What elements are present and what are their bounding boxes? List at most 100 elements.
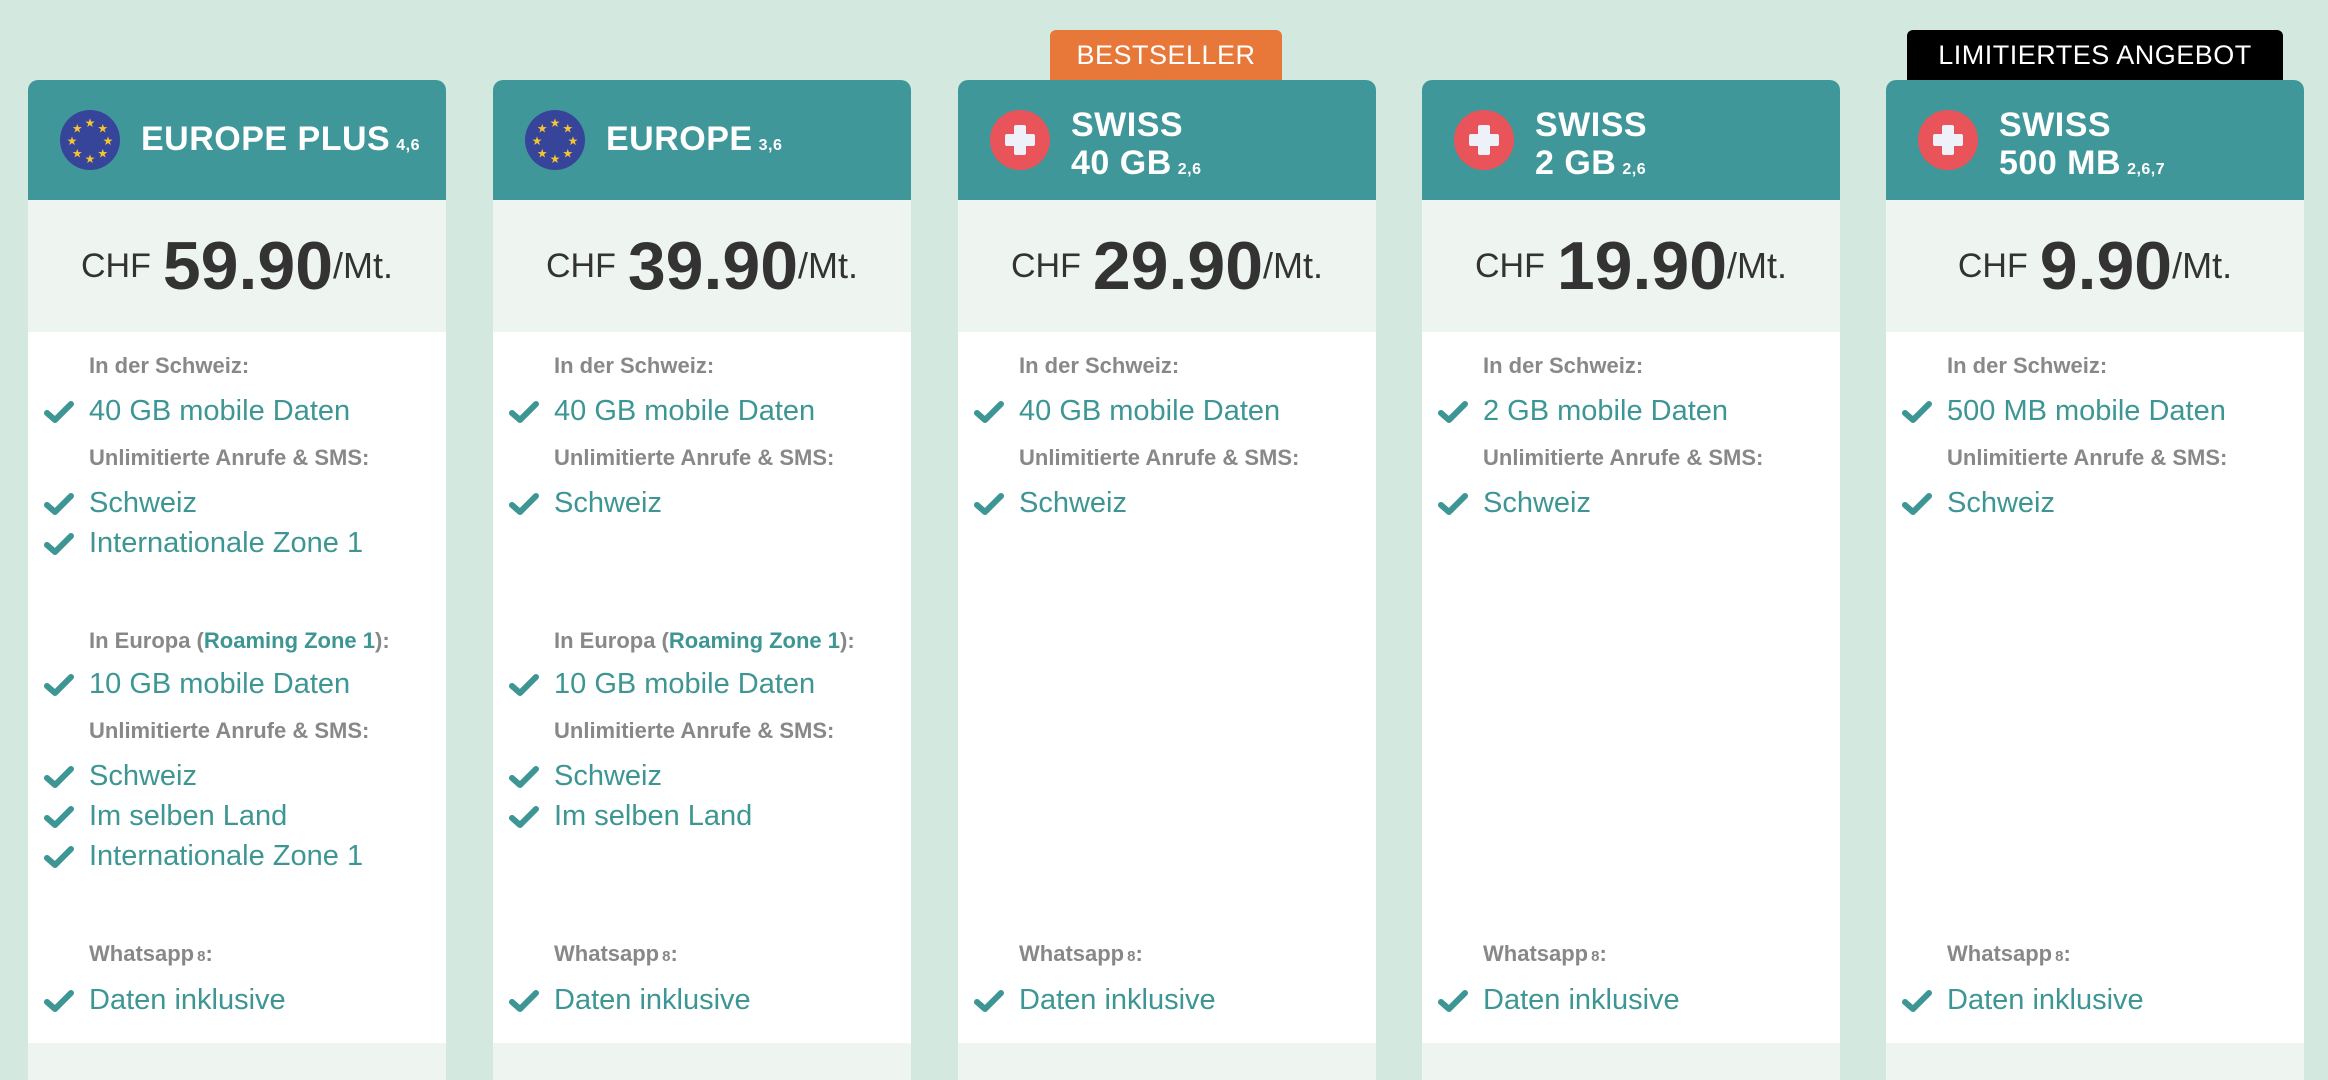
currency: CHF (1010, 246, 1081, 285)
check-icon (1902, 492, 1947, 516)
feature-item: 40 GB mobile Daten (509, 395, 815, 428)
check-icon (509, 765, 554, 789)
plan-title: SWISS 40 GB 2,6 (1071, 106, 1202, 189)
feature-text: 40 GB mobile Daten (89, 395, 351, 427)
whatsapp-colon: : (1599, 941, 1607, 966)
plan-card[interactable]: SWISS 500 MB 2,6,7 CHF 9.90/Mt. In der Schwei… (1886, 80, 2304, 1080)
swiss-flag-icon (990, 110, 1050, 170)
swiss-label: In der Schweiz: (1947, 353, 2108, 378)
calls-label: Unlimitierte Anrufe & SMS: (89, 445, 370, 470)
feature-text: Daten inklusive (1947, 984, 2144, 1016)
feature-item: Internationale Zone 1 (44, 840, 363, 873)
calls-label: Unlimitierte Anrufe & SMS: (554, 718, 835, 743)
plan-name: SWISS (1071, 106, 1184, 144)
currency: CHF (545, 246, 616, 285)
price-band: CHF 39.90/Mt. (493, 200, 911, 332)
currency: CHF (1474, 246, 1545, 285)
whatsapp-label: Whatsapp 8: (1019, 941, 1143, 967)
whatsapp-label: Whatsapp 8: (554, 941, 678, 967)
feature-item: Daten inklusive (974, 984, 1216, 1017)
feature-text: Schweiz (89, 760, 197, 792)
svg-text:★: ★ (97, 147, 108, 161)
feature-item: Schweiz (509, 487, 662, 520)
feature-item: 40 GB mobile Daten (44, 395, 350, 428)
whatsapp-text: Whatsapp (1483, 941, 1589, 966)
feature-item: Schweiz (44, 487, 197, 520)
feature-text: Daten inklusive (1019, 984, 1216, 1016)
plan-card[interactable]: ★ ★ ★ ★ ★ ★ ★ ★ EUROPE 3,6 CHF 39.90/Mt. In der Schw… (493, 80, 911, 1080)
check-icon (44, 492, 89, 516)
svg-text:★: ★ (568, 134, 579, 148)
feature-item: Daten inklusive (44, 984, 286, 1017)
feature-item: Daten inklusive (1902, 984, 2144, 1017)
price-amount: 59.90 (162, 228, 334, 304)
feature-text: Schweiz (1483, 487, 1591, 519)
feature-text: Schweiz (1947, 487, 2055, 519)
whatsapp-label: Whatsapp 8: (1947, 941, 2071, 967)
feature-item: Daten inklusive (509, 984, 751, 1017)
plan-title: EUROPE 3,6 (606, 120, 782, 165)
europe-label: In Europa (Roaming Zone 1): (554, 628, 855, 654)
roaming-zone-link[interactable]: Roaming Zone 1 (203, 628, 376, 653)
badge-bestseller: BESTSELLER (1050, 30, 1282, 80)
check-icon (509, 989, 554, 1013)
europe-label: In Europa (Roaming Zone 1): (89, 628, 390, 654)
badge-limited-offer: LIMITIERTES ANGEBOT (1907, 30, 2283, 80)
feature-item: Im selben Land (44, 800, 287, 833)
check-icon (44, 845, 89, 869)
check-icon (44, 673, 89, 697)
whatsapp-colon: : (205, 941, 213, 966)
plan-card[interactable]: SWISS 2 GB 2,6 CHF 19.90/Mt. In der Schweiz: 2… (1422, 80, 1840, 1080)
feature-item: Schweiz (1902, 487, 2055, 520)
check-icon (509, 673, 554, 697)
plan-header: SWISS 40 GB 2,6 (958, 80, 1376, 200)
check-icon (509, 805, 554, 829)
swiss-label: In der Schweiz: (1019, 353, 1180, 378)
svg-text:★: ★ (97, 121, 108, 135)
footnote-refs: 2,6 (1177, 161, 1202, 178)
price-band: CHF 19.90/Mt. (1422, 200, 1840, 332)
price-amount: 9.90 (2039, 228, 2173, 304)
feature-text: 10 GB mobile Daten (554, 668, 816, 700)
svg-text:★: ★ (72, 147, 83, 161)
feature-text: 2 GB mobile Daten (1483, 395, 1729, 427)
calls-label: Unlimitierte Anrufe & SMS: (1947, 445, 2228, 470)
svg-text:★: ★ (532, 134, 543, 148)
plan-card[interactable]: ★ ★ ★ ★ ★ ★ ★ ★ EUROPE PLUS 4,6 CHF 59.90/Mt. In der… (28, 80, 446, 1080)
check-icon (1438, 989, 1483, 1013)
footnote-refs: 3,6 (758, 137, 783, 154)
currency: CHF (1957, 246, 2028, 285)
roaming-zone-link[interactable]: Roaming Zone 1 (668, 628, 841, 653)
card-footer (1886, 1043, 2304, 1080)
europe-suffix: ): (375, 628, 390, 653)
svg-text:★: ★ (562, 147, 573, 161)
svg-text:★: ★ (537, 121, 548, 135)
plan-size: 2 GB (1535, 144, 1617, 182)
feature-text: Schweiz (554, 760, 662, 792)
whatsapp-footnote: 8 (2055, 948, 2064, 965)
feature-item: Internationale Zone 1 (44, 527, 363, 560)
plan-title: EUROPE PLUS 4,6 (141, 120, 420, 165)
price-period: /Mt. (798, 245, 859, 286)
card-footer (493, 1043, 911, 1080)
footnote-refs: 4,6 (396, 137, 420, 154)
check-icon (1438, 400, 1483, 424)
feature-text: Schweiz (89, 487, 197, 519)
feature-item: 40 GB mobile Daten (974, 395, 1280, 428)
plan-title: SWISS 500 MB 2,6,7 (1999, 106, 2165, 189)
price-period: /Mt. (1263, 245, 1324, 286)
price-period: /Mt. (1727, 245, 1788, 286)
europe-prefix: In Europa ( (89, 628, 204, 653)
eu-flag-icon: ★ ★ ★ ★ ★ ★ ★ ★ (60, 110, 120, 170)
swiss-label: In der Schweiz: (89, 353, 250, 378)
feature-text: Schweiz (1019, 487, 1127, 519)
svg-text:★: ★ (537, 147, 548, 161)
whatsapp-text: Whatsapp (1947, 941, 2053, 966)
check-icon (44, 989, 89, 1013)
plan-card[interactable]: SWISS 40 GB 2,6 CHF 29.90/Mt. In der Schweiz:… (958, 80, 1376, 1080)
feature-item: Schweiz (1438, 487, 1591, 520)
currency: CHF (80, 246, 151, 285)
svg-text:★: ★ (85, 152, 96, 166)
feature-item: Im selben Land (509, 800, 752, 833)
calls-label: Unlimitierte Anrufe & SMS: (89, 718, 370, 743)
